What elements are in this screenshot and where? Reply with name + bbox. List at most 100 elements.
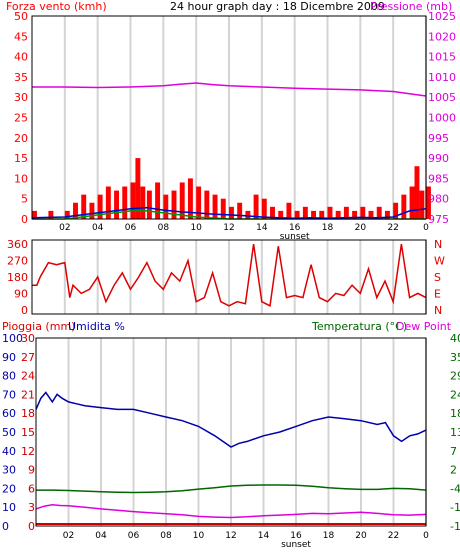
compass-label: N (434, 304, 442, 317)
hour-tick-label: 06 (125, 223, 137, 233)
compass-label: E (434, 288, 441, 301)
rain-tick-label: 9 (28, 464, 35, 477)
compass-label: N (434, 238, 442, 251)
wind-gust-bar (419, 190, 425, 219)
wind-gust-bar (130, 182, 136, 219)
pressure-tick-label: 985 (428, 172, 449, 185)
wind-avg-line (31, 206, 427, 219)
wind-gust-bar (48, 210, 54, 219)
hour-tick-label: 02 (63, 531, 74, 541)
hour-tick-label: 14 (256, 223, 268, 233)
humidity-tick-label: 10 (2, 501, 16, 514)
wind-gust-bar (286, 202, 292, 219)
temperature-tick-label: 13 (450, 426, 460, 439)
pressure-tick-label: 1015 (428, 51, 456, 64)
sunset-label: sunset (280, 232, 310, 242)
wind-gust-bar (393, 202, 399, 219)
temperature-tick-label: 29 (450, 370, 460, 383)
wind-gust-bar (335, 210, 341, 219)
wind-gust-bar (270, 206, 275, 219)
hour-tick-label: 08 (160, 531, 172, 541)
humidity-tick-label: 90 (2, 351, 16, 364)
direction-tick-label: 360 (7, 238, 28, 251)
wind-tick-label: 30 (14, 91, 28, 104)
wind-gust-bar (426, 186, 431, 219)
temperature-tick-label: -10 (450, 501, 460, 514)
wind-gust-bar (409, 186, 415, 219)
wind-gust-bar (384, 210, 390, 219)
pressure-tick-label: 1025 (428, 10, 456, 23)
hour-tick-label: 04 (95, 531, 107, 541)
hour-tick-label: 12 (223, 223, 234, 233)
wind-gust-bar (196, 186, 202, 219)
wind-gust-bar (204, 190, 210, 219)
hour-tick-label: 10 (193, 531, 205, 541)
wind-gust-bar (155, 182, 161, 219)
wind-gust-bar (73, 202, 78, 219)
rain-tick-label: 6 (28, 482, 35, 495)
rain-tick-label: 27 (21, 351, 35, 364)
temperature-tick-label: 2 (450, 464, 457, 477)
wind-tick-label: 20 (14, 132, 28, 145)
wind-gust-bar (414, 166, 420, 219)
wind-gust-bar (140, 186, 146, 219)
wind-direction-line (32, 243, 427, 307)
rain-tick-label: 24 (21, 370, 35, 383)
wind-min-line (32, 210, 426, 220)
rain-tick-label: 15 (21, 426, 35, 439)
hour-tick-label: 20 (355, 531, 367, 541)
rain-tick-label: 12 (21, 445, 35, 458)
humidity-tick-label: 30 (2, 464, 16, 477)
wind-gust-bar (135, 158, 141, 219)
wind-gust-bar (311, 210, 317, 219)
wind-axis-title: Forza vento (kmh) (6, 0, 107, 13)
hour-tick-label: 16 (290, 531, 302, 541)
humidity-line (35, 391, 427, 448)
humidity-tick-label: 50 (2, 426, 16, 439)
humidity-tick-label: 40 (2, 445, 16, 458)
temperature-tick-label: 7 (450, 445, 457, 458)
rain-axis-title: Pioggia (mm) (2, 320, 75, 333)
dew-point-axis-title: Dew Point (396, 320, 452, 333)
temperature-tick-label: -4 (450, 482, 460, 495)
temperature-tick-label: 24 (450, 388, 460, 401)
wind-gust-bar (229, 206, 234, 219)
wind-gust-bar (114, 190, 120, 219)
direction-tick-label: 0 (21, 304, 28, 317)
hour-tick-label: 0 (423, 223, 429, 233)
wind-gust-bar (253, 194, 259, 219)
wind-gust-bar (89, 202, 95, 219)
wind-gust-bar (360, 206, 366, 219)
wind-gust-bar (302, 206, 308, 219)
wind-gust-bar (64, 210, 70, 219)
hour-tick-label: 18 (323, 531, 335, 541)
wind-gust-bar (187, 178, 193, 219)
direction-tick-label: 270 (7, 255, 28, 268)
pressure-tick-label: 1005 (428, 91, 456, 104)
direction-tick-label: 90 (14, 288, 28, 301)
humidity-tick-label: 80 (2, 370, 16, 383)
wind-tick-label: 35 (14, 71, 28, 84)
sunset-label: sunset (281, 540, 311, 550)
rain-tick-label: 30 (21, 332, 35, 345)
hour-tick-label: 22 (387, 223, 398, 233)
humidity-axis-title: Umidita % (68, 320, 125, 333)
hour-tick-label: 14 (258, 531, 270, 541)
wind-gust-bar (368, 210, 374, 219)
wind-tick-label: 40 (14, 51, 28, 64)
chart-title: 24 hour graph day : 18 Dicembre 2009 (170, 0, 385, 13)
wind-gust-bar (171, 190, 177, 219)
humidity-tick-label: 100 (2, 332, 23, 345)
temperature-tick-label: 18 (450, 407, 460, 420)
rain-tick-label: 3 (28, 501, 35, 514)
wind-tick-label: 45 (14, 30, 28, 43)
wind-gust-bar (81, 194, 87, 219)
hour-tick-label: 20 (355, 223, 367, 233)
wind-gust-bar (237, 202, 243, 219)
temperature-tick-label: -15 (450, 520, 460, 533)
wind-tick-label: 0 (21, 213, 28, 226)
temperature-tick-label: 35 (450, 351, 460, 364)
pressure-axis-title: Pressione (mb) (370, 0, 452, 13)
wind-gust-bar (163, 194, 169, 219)
